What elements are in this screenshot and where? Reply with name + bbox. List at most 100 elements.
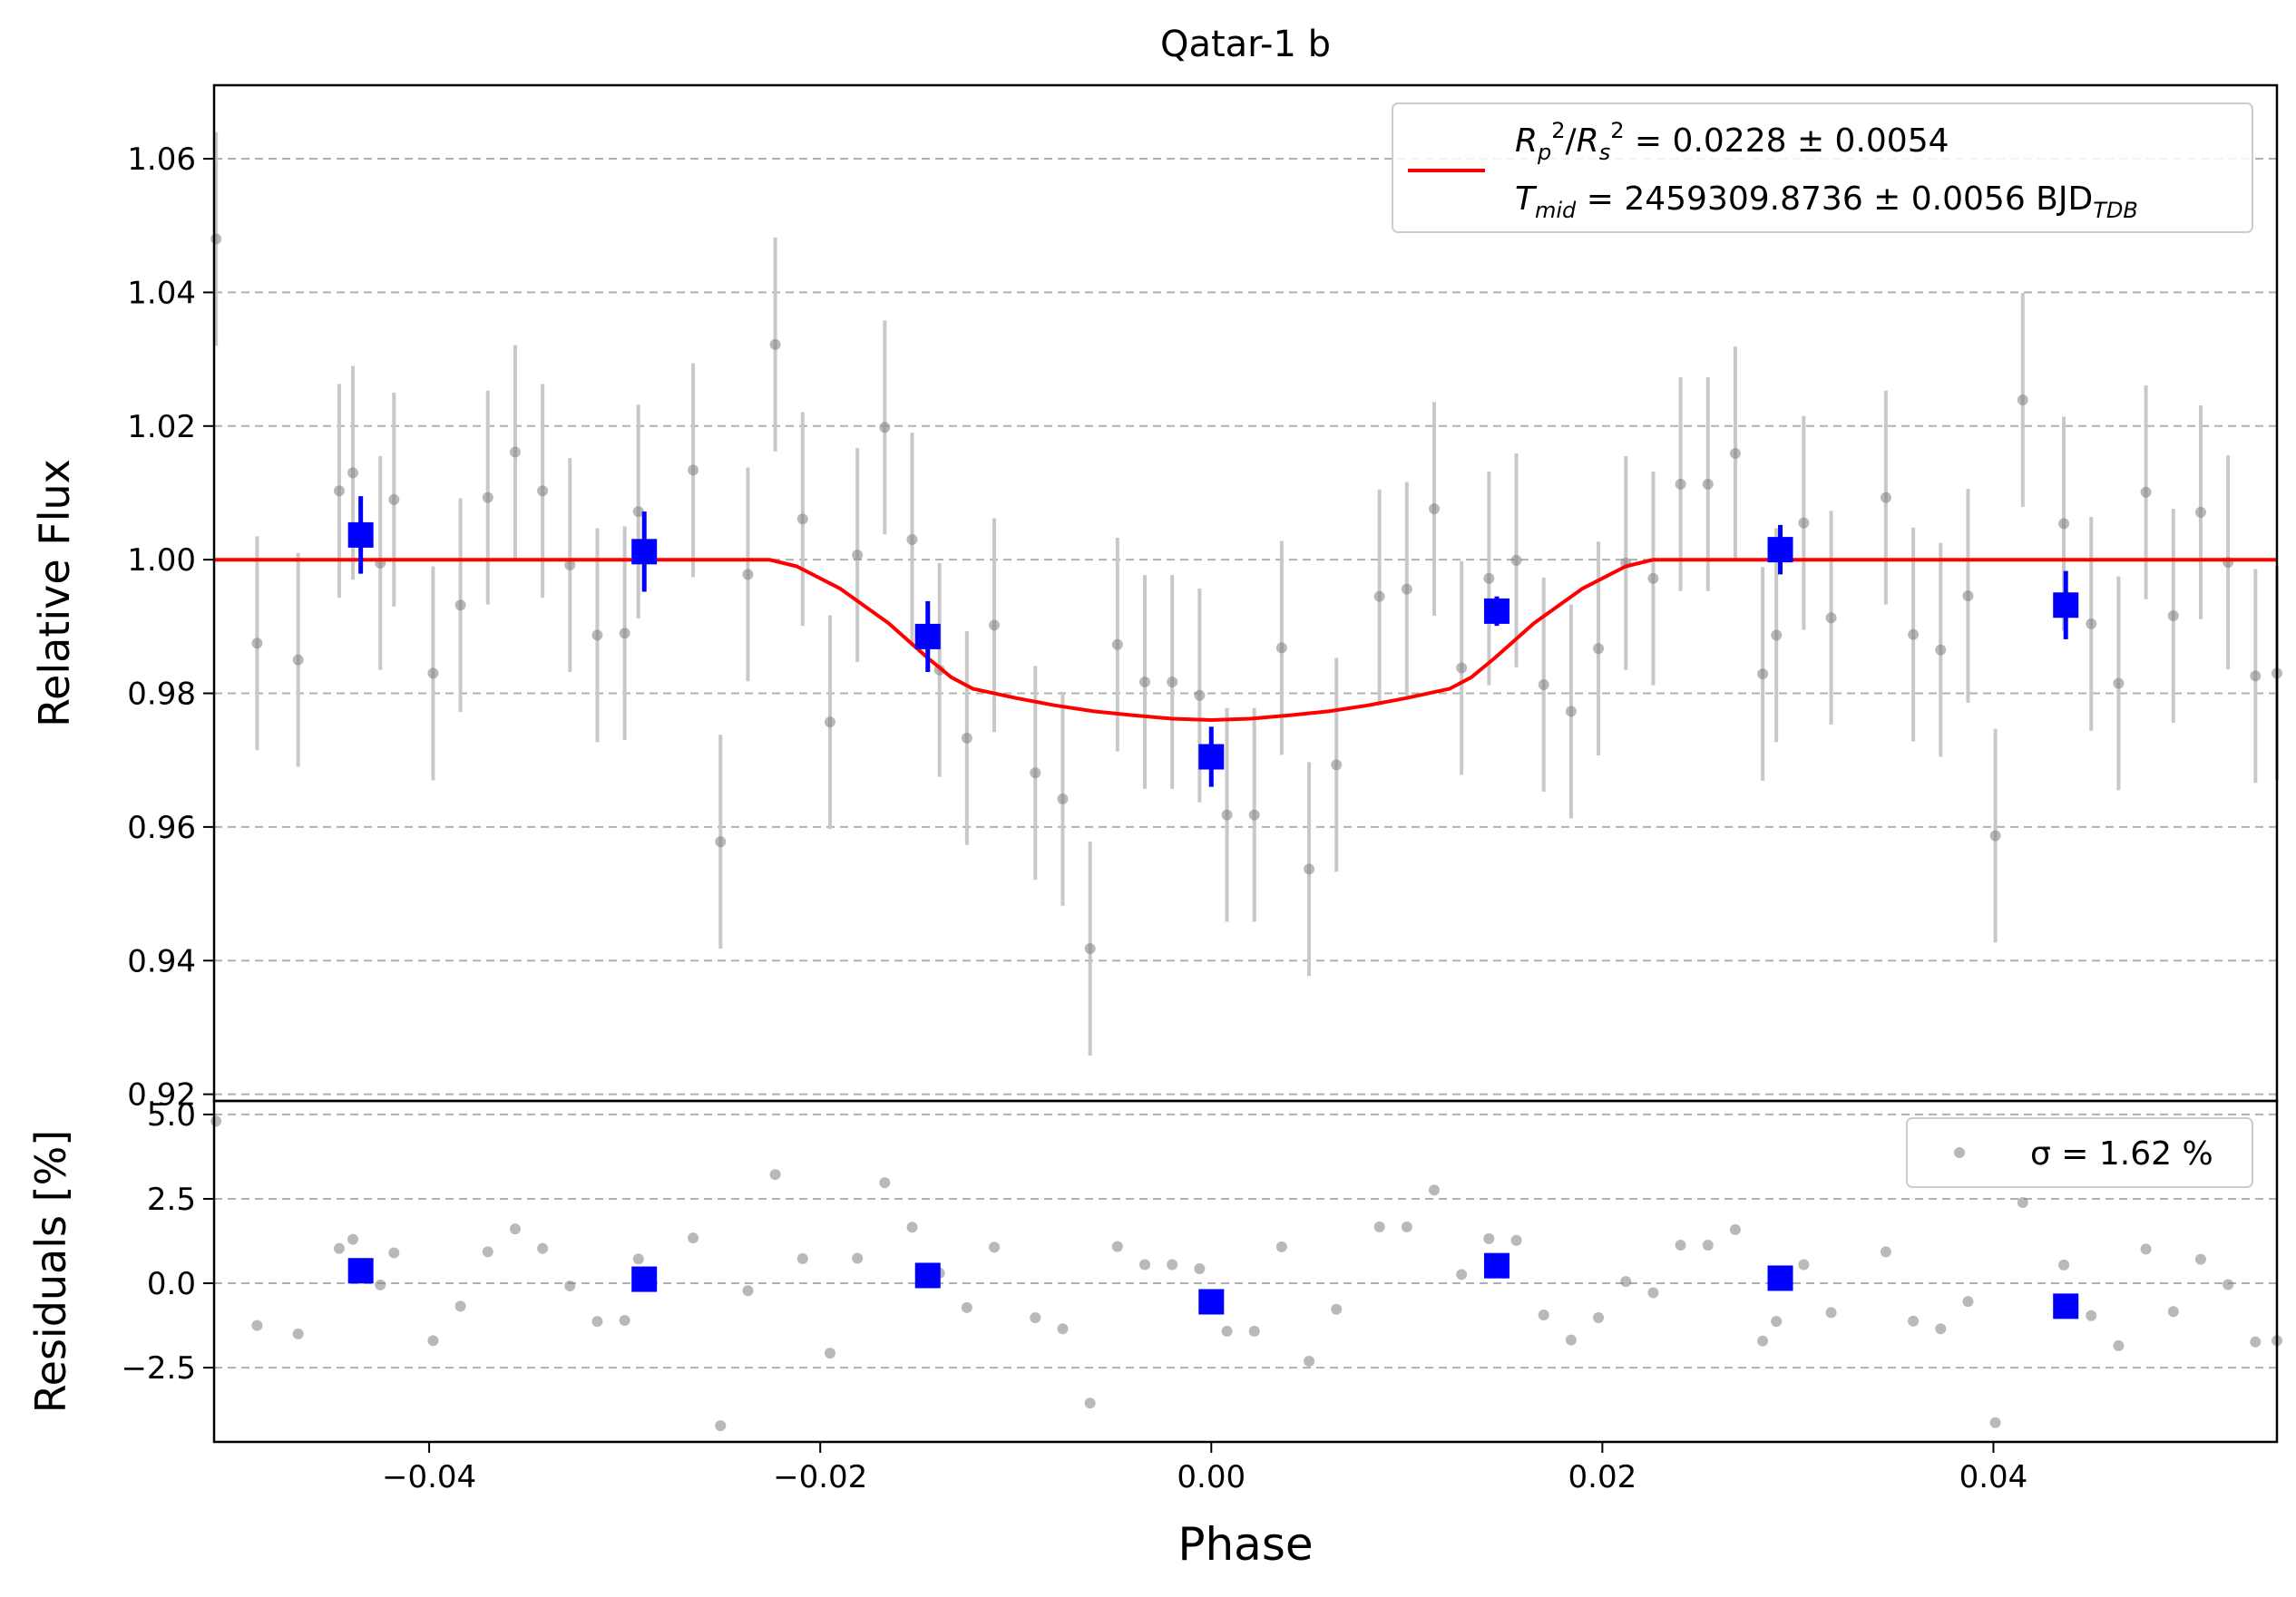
residual-raw-point: [1304, 1356, 1315, 1368]
residual-raw-point: [1538, 1310, 1549, 1321]
main-legend: Rp2/Rs2 = 0.0228 ± 0.0054 Tmid = 2459309…: [1392, 102, 2253, 233]
residual-raw-point: [1935, 1323, 1947, 1335]
raw-data-point: [1908, 628, 1920, 640]
residual-raw-point: [1194, 1263, 1206, 1275]
residual-raw-point: [796, 1252, 808, 1264]
x-tick-label: −0.02: [773, 1459, 867, 1495]
residual-binned-point: [1483, 1252, 1509, 1279]
raw-data-point: [2058, 518, 2070, 530]
residual-raw-point: [375, 1279, 386, 1290]
raw-data-point: [1825, 612, 1837, 624]
residual-raw-point: [2250, 1336, 2262, 1348]
transit-model-line: [214, 558, 2277, 722]
binned-data-point: [1767, 537, 1793, 563]
raw-data-point: [2194, 506, 2206, 518]
raw-data-point: [1565, 706, 1577, 717]
main-y-tick-label: 1.04: [127, 275, 196, 311]
raw-data-point: [1771, 629, 1783, 641]
raw-data-point: [1593, 643, 1605, 655]
main-y-tick-label: 1.00: [127, 542, 196, 579]
raw-data-point: [2113, 677, 2125, 689]
raw-data-point: [347, 467, 359, 479]
residual-raw-point: [879, 1177, 891, 1189]
raw-data-point: [210, 233, 222, 245]
residual-raw-point: [251, 1319, 263, 1331]
raw-data-point: [1057, 793, 1069, 804]
x-axis-label: Phase: [1177, 1518, 1313, 1571]
main-y-axis-label: Relative Flux: [30, 459, 79, 727]
raw-data-point: [852, 550, 864, 560]
legend-depth-label: Rp2/Rs2 = 0.0228 ± 0.0054: [1515, 118, 1949, 165]
raw-data-point: [1510, 554, 1522, 566]
residual-raw-points: [210, 1115, 2282, 1432]
residual-raw-point: [2223, 1279, 2234, 1290]
main-y-ticks: 0.92 0.94 0.96 0.98 1.00 1.02 1.04 1.06: [127, 141, 214, 1114]
binned-data-point: [914, 623, 941, 649]
residual-y-tick-label: −2.5: [121, 1350, 196, 1387]
residual-raw-point: [1908, 1315, 1920, 1327]
residual-raw-point: [292, 1328, 304, 1339]
raw-data-point: [2250, 670, 2262, 682]
raw-data-point: [1647, 572, 1659, 584]
residual-raw-point: [1825, 1307, 1837, 1319]
residual-raw-point: [715, 1420, 727, 1432]
residual-raw-point: [1675, 1239, 1686, 1251]
residual-binned-point: [2053, 1293, 2079, 1319]
raw-data-point: [1304, 863, 1315, 875]
residual-raw-point: [347, 1233, 359, 1245]
raw-data-point: [1221, 809, 1233, 821]
residual-binned-point: [1198, 1289, 1225, 1315]
residual-raw-point: [1111, 1241, 1123, 1252]
residual-raw-point: [210, 1115, 222, 1127]
raw-data-point: [715, 836, 727, 848]
residual-raw-point: [1702, 1239, 1714, 1251]
raw-data-point: [1373, 590, 1385, 602]
raw-data-point: [1935, 644, 1947, 656]
binned-data-point: [1483, 598, 1509, 624]
raw-data-point: [292, 654, 304, 666]
raw-data-point: [619, 628, 630, 639]
raw-data-point: [796, 513, 808, 525]
residual-raw-point: [989, 1242, 1001, 1253]
main-y-tick-label: 0.92: [127, 1077, 196, 1114]
residual-raw-point: [961, 1301, 972, 1313]
residual-legend: σ = 1.62 %: [1906, 1117, 2253, 1188]
raw-data-point: [427, 667, 439, 679]
raw-data-point: [1138, 677, 1150, 687]
raw-data-point: [1429, 503, 1441, 515]
raw-data-point: [1331, 759, 1343, 771]
residual-binned-point: [347, 1258, 374, 1284]
raw-data-point: [961, 732, 972, 744]
raw-data-point: [1989, 830, 2001, 842]
raw-data-point: [2140, 486, 2152, 498]
raw-data-point: [1962, 589, 1974, 601]
raw-data-point: [1538, 678, 1549, 690]
residual-binned-point: [914, 1262, 941, 1289]
raw-data-point: [769, 338, 781, 350]
residual-raw-point: [1483, 1232, 1495, 1244]
legend-tmid-label: Tmid = 2459309.8736 ± 0.0056 BJDTDB: [1515, 180, 2138, 223]
raw-data-point: [824, 716, 835, 728]
residual-raw-point: [1030, 1312, 1041, 1324]
residual-raw-point: [388, 1247, 400, 1259]
residual-plot-frame: [212, 1099, 2279, 1444]
raw-data-point: [1729, 448, 1741, 459]
residual-raw-point: [2167, 1306, 2179, 1318]
residual-y-ticks: −2.5 0.0 2.5 5.0: [121, 1097, 214, 1387]
x-tick-label: 0.00: [1177, 1459, 1246, 1495]
x-ticks: −0.04 −0.02 0.00 0.02 0.04: [382, 1442, 2027, 1495]
residual-raw-point: [1729, 1223, 1741, 1235]
raw-data-point: [1084, 943, 1096, 954]
binned-data-point: [2053, 592, 2079, 618]
raw-data-point: [688, 464, 699, 476]
residual-binned-point: [1767, 1265, 1793, 1291]
raw-data-point: [537, 485, 549, 497]
residual-raw-point: [688, 1232, 699, 1244]
raw-data-point: [742, 569, 754, 580]
raw-data-point: [1456, 662, 1468, 674]
main-y-tick-label: 0.96: [127, 810, 196, 846]
residual-y-tick-label: 2.5: [147, 1182, 196, 1218]
residual-raw-point: [1248, 1325, 1260, 1337]
residual-raw-point: [564, 1281, 576, 1292]
residual-raw-point: [906, 1222, 918, 1233]
